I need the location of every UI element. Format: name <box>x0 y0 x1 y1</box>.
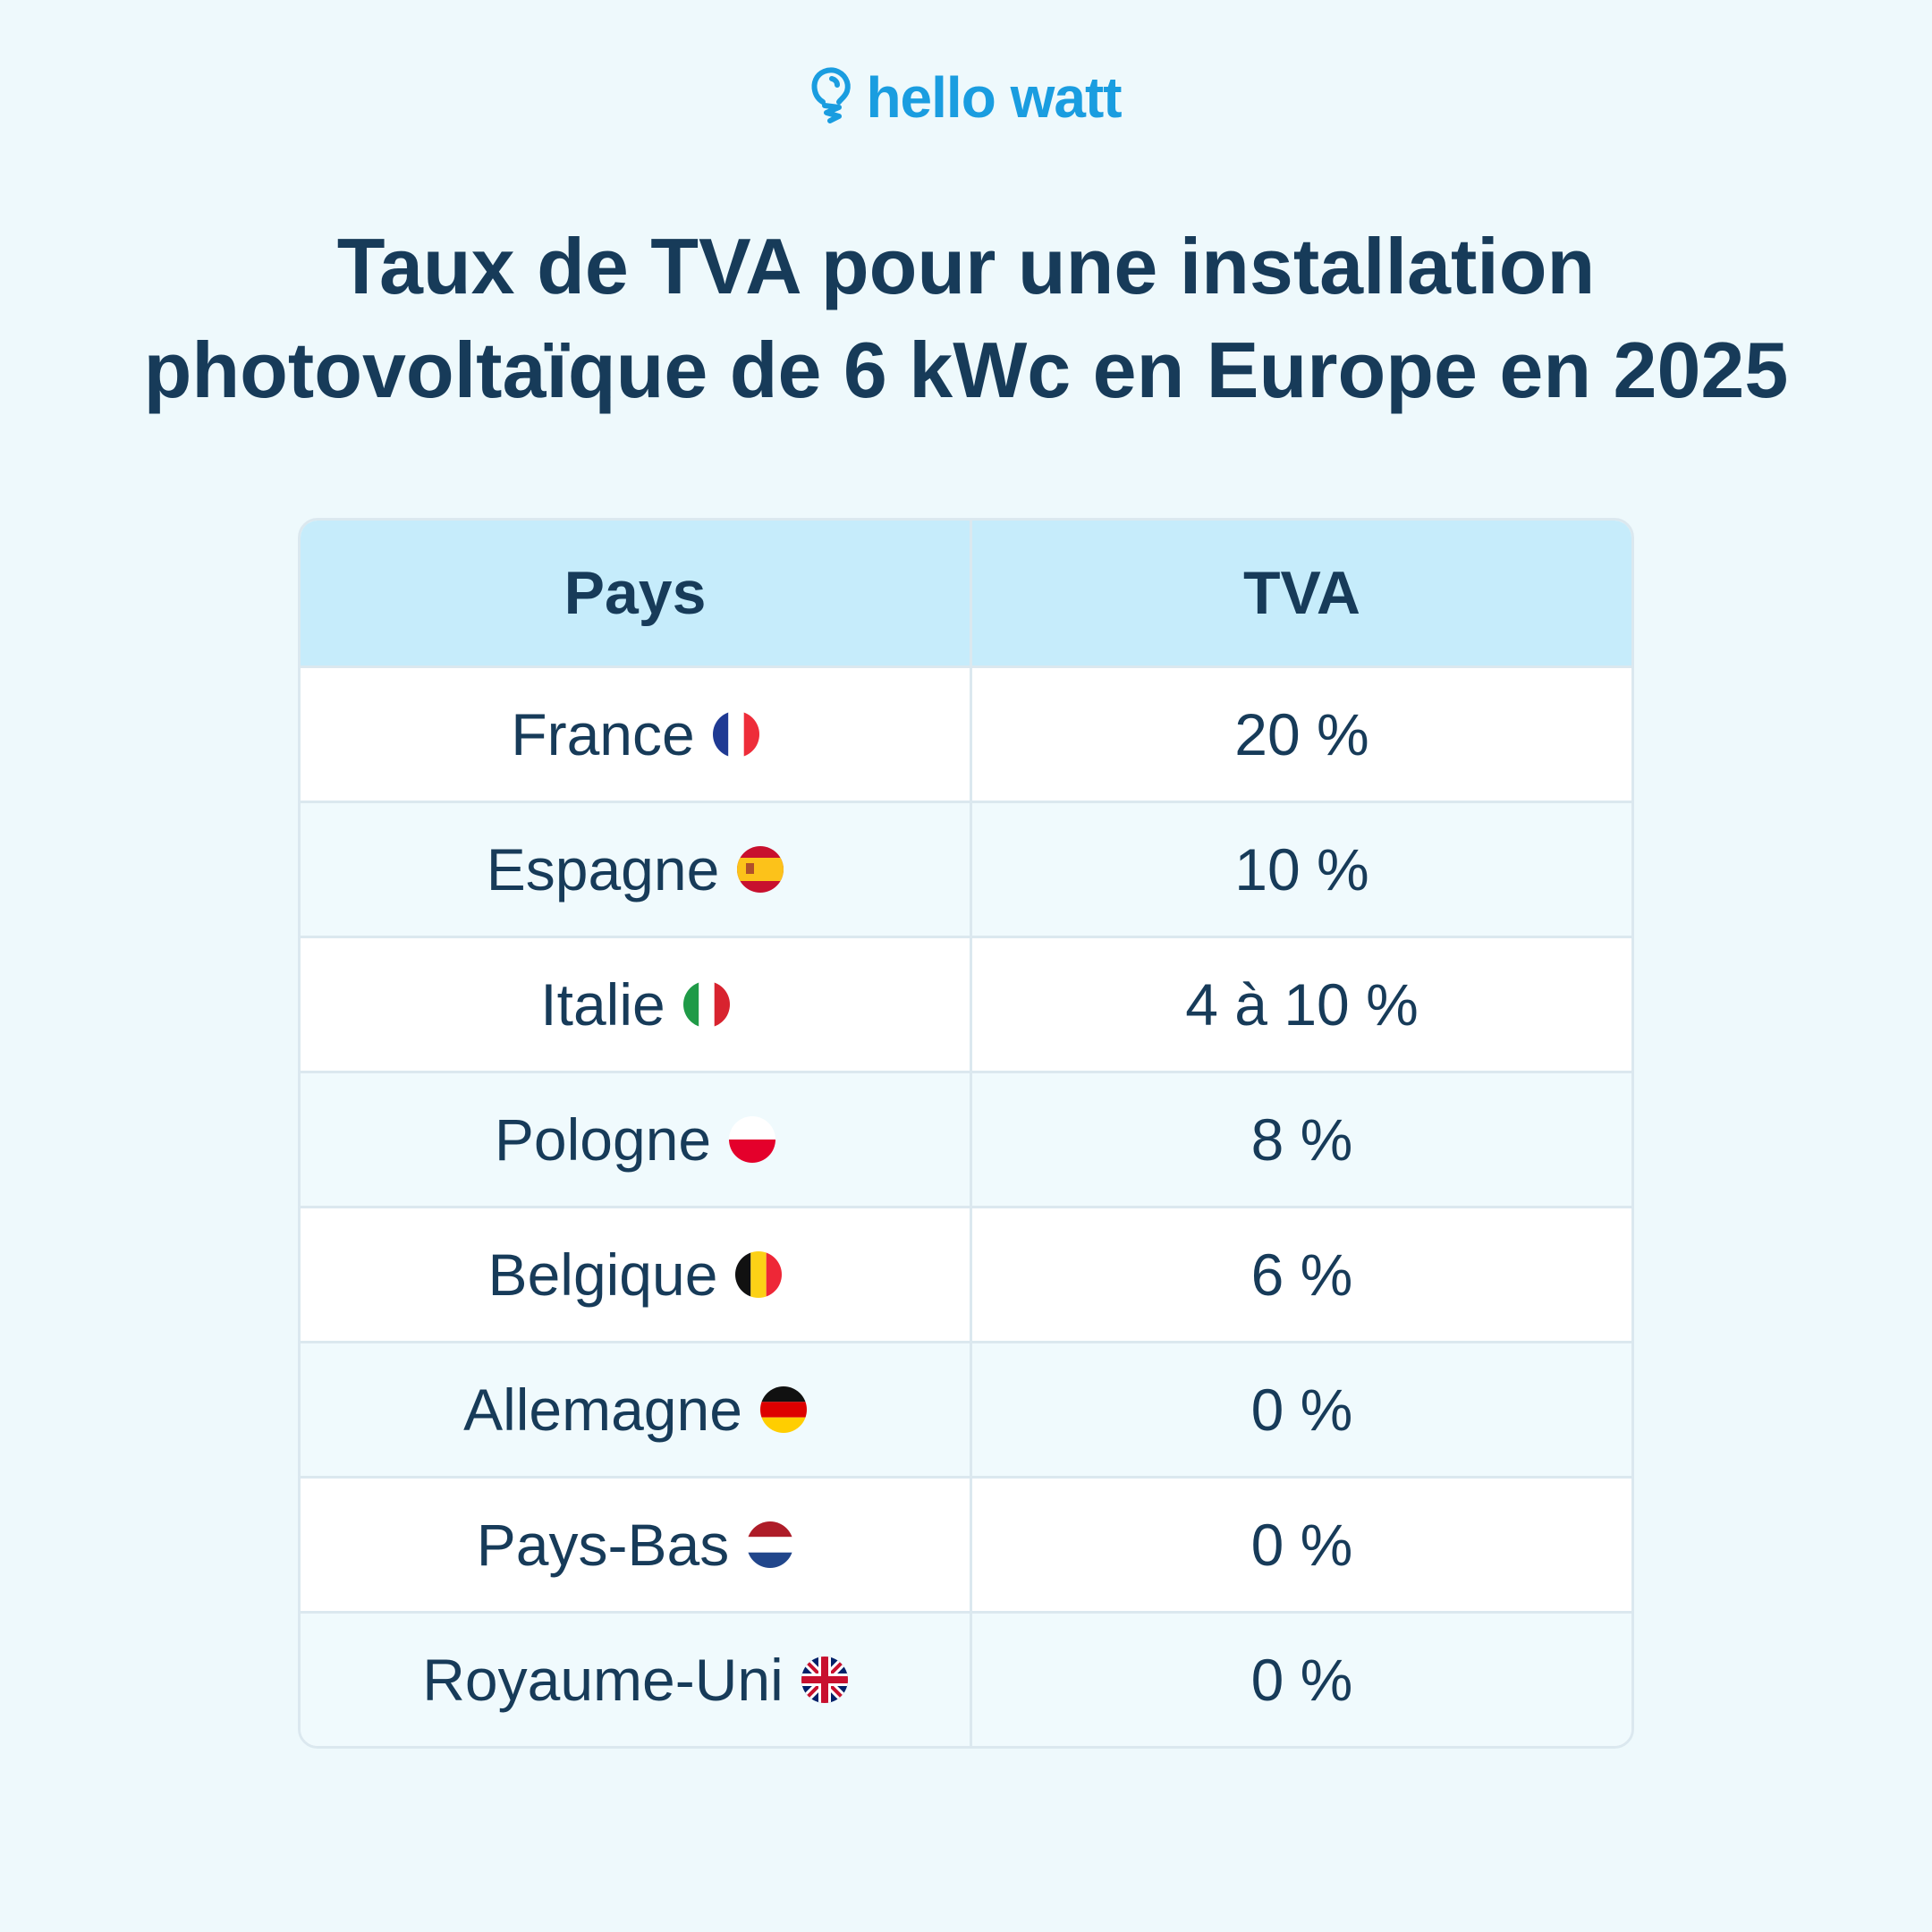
table-row: France 20 % <box>301 665 1631 801</box>
country-name: France <box>511 701 695 767</box>
country-cell: Italie <box>301 938 970 1071</box>
country-cell: Pologne <box>301 1073 970 1206</box>
flag-netherlands-icon <box>747 1521 794 1568</box>
flag-germany-icon <box>759 1386 807 1433</box>
header-vat: TVA <box>970 521 1631 665</box>
table-row: Royaume-Uni 0 % <box>301 1611 1631 1746</box>
table-row: Pays-Bas 0 % <box>301 1476 1631 1611</box>
table-row: Allemagne 0 % <box>301 1341 1631 1476</box>
flag-spain-icon <box>737 846 784 893</box>
flag-belgium-icon <box>735 1251 783 1298</box>
vat-cell: 20 % <box>970 668 1631 801</box>
vat-cell: 0 % <box>970 1479 1631 1611</box>
country-cell: Allemagne <box>301 1343 970 1476</box>
brand-name: hello watt <box>866 65 1122 130</box>
vat-cell: 0 % <box>970 1343 1631 1476</box>
flag-france-icon <box>712 711 759 758</box>
country-name: Pologne <box>494 1106 712 1173</box>
country-name: Italie <box>540 971 665 1038</box>
brand-logo: hello watt <box>0 64 1932 131</box>
country-cell: France <box>301 668 970 801</box>
country-cell: Belgique <box>301 1208 970 1341</box>
lightbulb-icon <box>810 66 853 130</box>
vat-cell: 8 % <box>970 1073 1631 1206</box>
country-name: Belgique <box>487 1241 718 1308</box>
table-row: Belgique 6 % <box>301 1206 1631 1341</box>
country-cell: Espagne <box>301 803 970 936</box>
country-cell: Royaume-Uni <box>301 1614 970 1746</box>
vat-cell: 10 % <box>970 803 1631 936</box>
country-name: Espagne <box>486 836 720 902</box>
table-header: Pays TVA <box>301 521 1631 665</box>
flag-uk-icon <box>801 1657 848 1703</box>
header-country: Pays <box>564 559 707 627</box>
country-name: Pays-Bas <box>476 1512 730 1578</box>
title-line-1: Taux de TVA pour une installation <box>336 222 1596 310</box>
table-row: Espagne 10 % <box>301 801 1631 936</box>
title-line-2: photovoltaïque de 6 kWc en Europe en 202… <box>143 326 1789 414</box>
flag-poland-icon <box>729 1116 776 1163</box>
country-name: Royaume-Uni <box>422 1647 784 1713</box>
page-title: Taux de TVA pour une installation photov… <box>0 215 1932 422</box>
vat-cell: 4 à 10 % <box>970 938 1631 1071</box>
country-cell: Pays-Bas <box>301 1479 970 1611</box>
vat-cell: 6 % <box>970 1208 1631 1341</box>
table-row: Pologne 8 % <box>301 1071 1631 1206</box>
country-name: Allemagne <box>463 1377 742 1443</box>
table-row: Italie 4 à 10 % <box>301 936 1631 1071</box>
vat-cell: 0 % <box>970 1614 1631 1746</box>
flag-italy-icon <box>682 981 730 1028</box>
vat-table: Pays TVA France 20 % Espagne 10 % Italie 4 à … <box>298 518 1634 1749</box>
